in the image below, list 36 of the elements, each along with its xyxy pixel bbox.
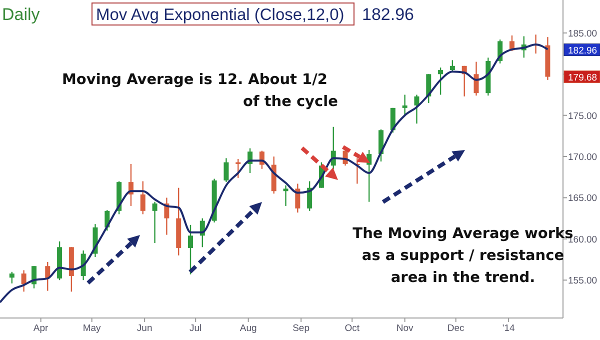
x-tick-label: Dec: [447, 323, 465, 334]
y-tick-label: 165.00: [568, 193, 598, 204]
annotation: 182.96: [568, 45, 598, 56]
candlestick: [21, 270, 26, 292]
x-tick-label: May: [82, 323, 102, 334]
annotation: Moving Average is 12. About 1/2 of the cycle: [62, 72, 338, 110]
y-tick-label: 170.00: [568, 152, 598, 164]
annotation: 179.68: [568, 72, 598, 84]
x-tick-label: Apr: [33, 323, 48, 334]
text: Mov Avg Exponential (Close,12,0): [96, 6, 344, 24]
x-tick-label: '14: [502, 323, 515, 334]
x-tick-label: Aug: [240, 323, 257, 334]
x-tick-label: Jul: [190, 323, 202, 334]
candlestick: [402, 94, 408, 116]
candlestick: [236, 158, 241, 179]
x-tick-label: Sep: [292, 323, 310, 334]
y-tick-label: 155.00: [568, 276, 598, 287]
x-tick-label: Nov: [396, 323, 414, 334]
y-tick-label: 175.00: [568, 110, 598, 122]
annotation: 182.96: [362, 5, 414, 24]
candlestick: [140, 180, 146, 215]
candlestick: [9, 271, 14, 284]
candlestick: [45, 261, 50, 292]
x-tick-label: Oct: [344, 323, 360, 334]
candlestick: [438, 66, 444, 96]
chart-title: Daily: [2, 5, 40, 24]
candlestick: [152, 201, 158, 244]
x-tick-label: Jun: [136, 323, 152, 334]
candlestick: [224, 158, 229, 183]
y-tick-label: 185.00: [568, 28, 598, 40]
candlestick: [426, 74, 432, 104]
candlestick: [450, 60, 455, 74]
candlestick: [295, 183, 300, 214]
candlestick: [414, 94, 420, 124]
candlestick: [188, 224, 193, 275]
candlestick: [283, 184, 288, 207]
